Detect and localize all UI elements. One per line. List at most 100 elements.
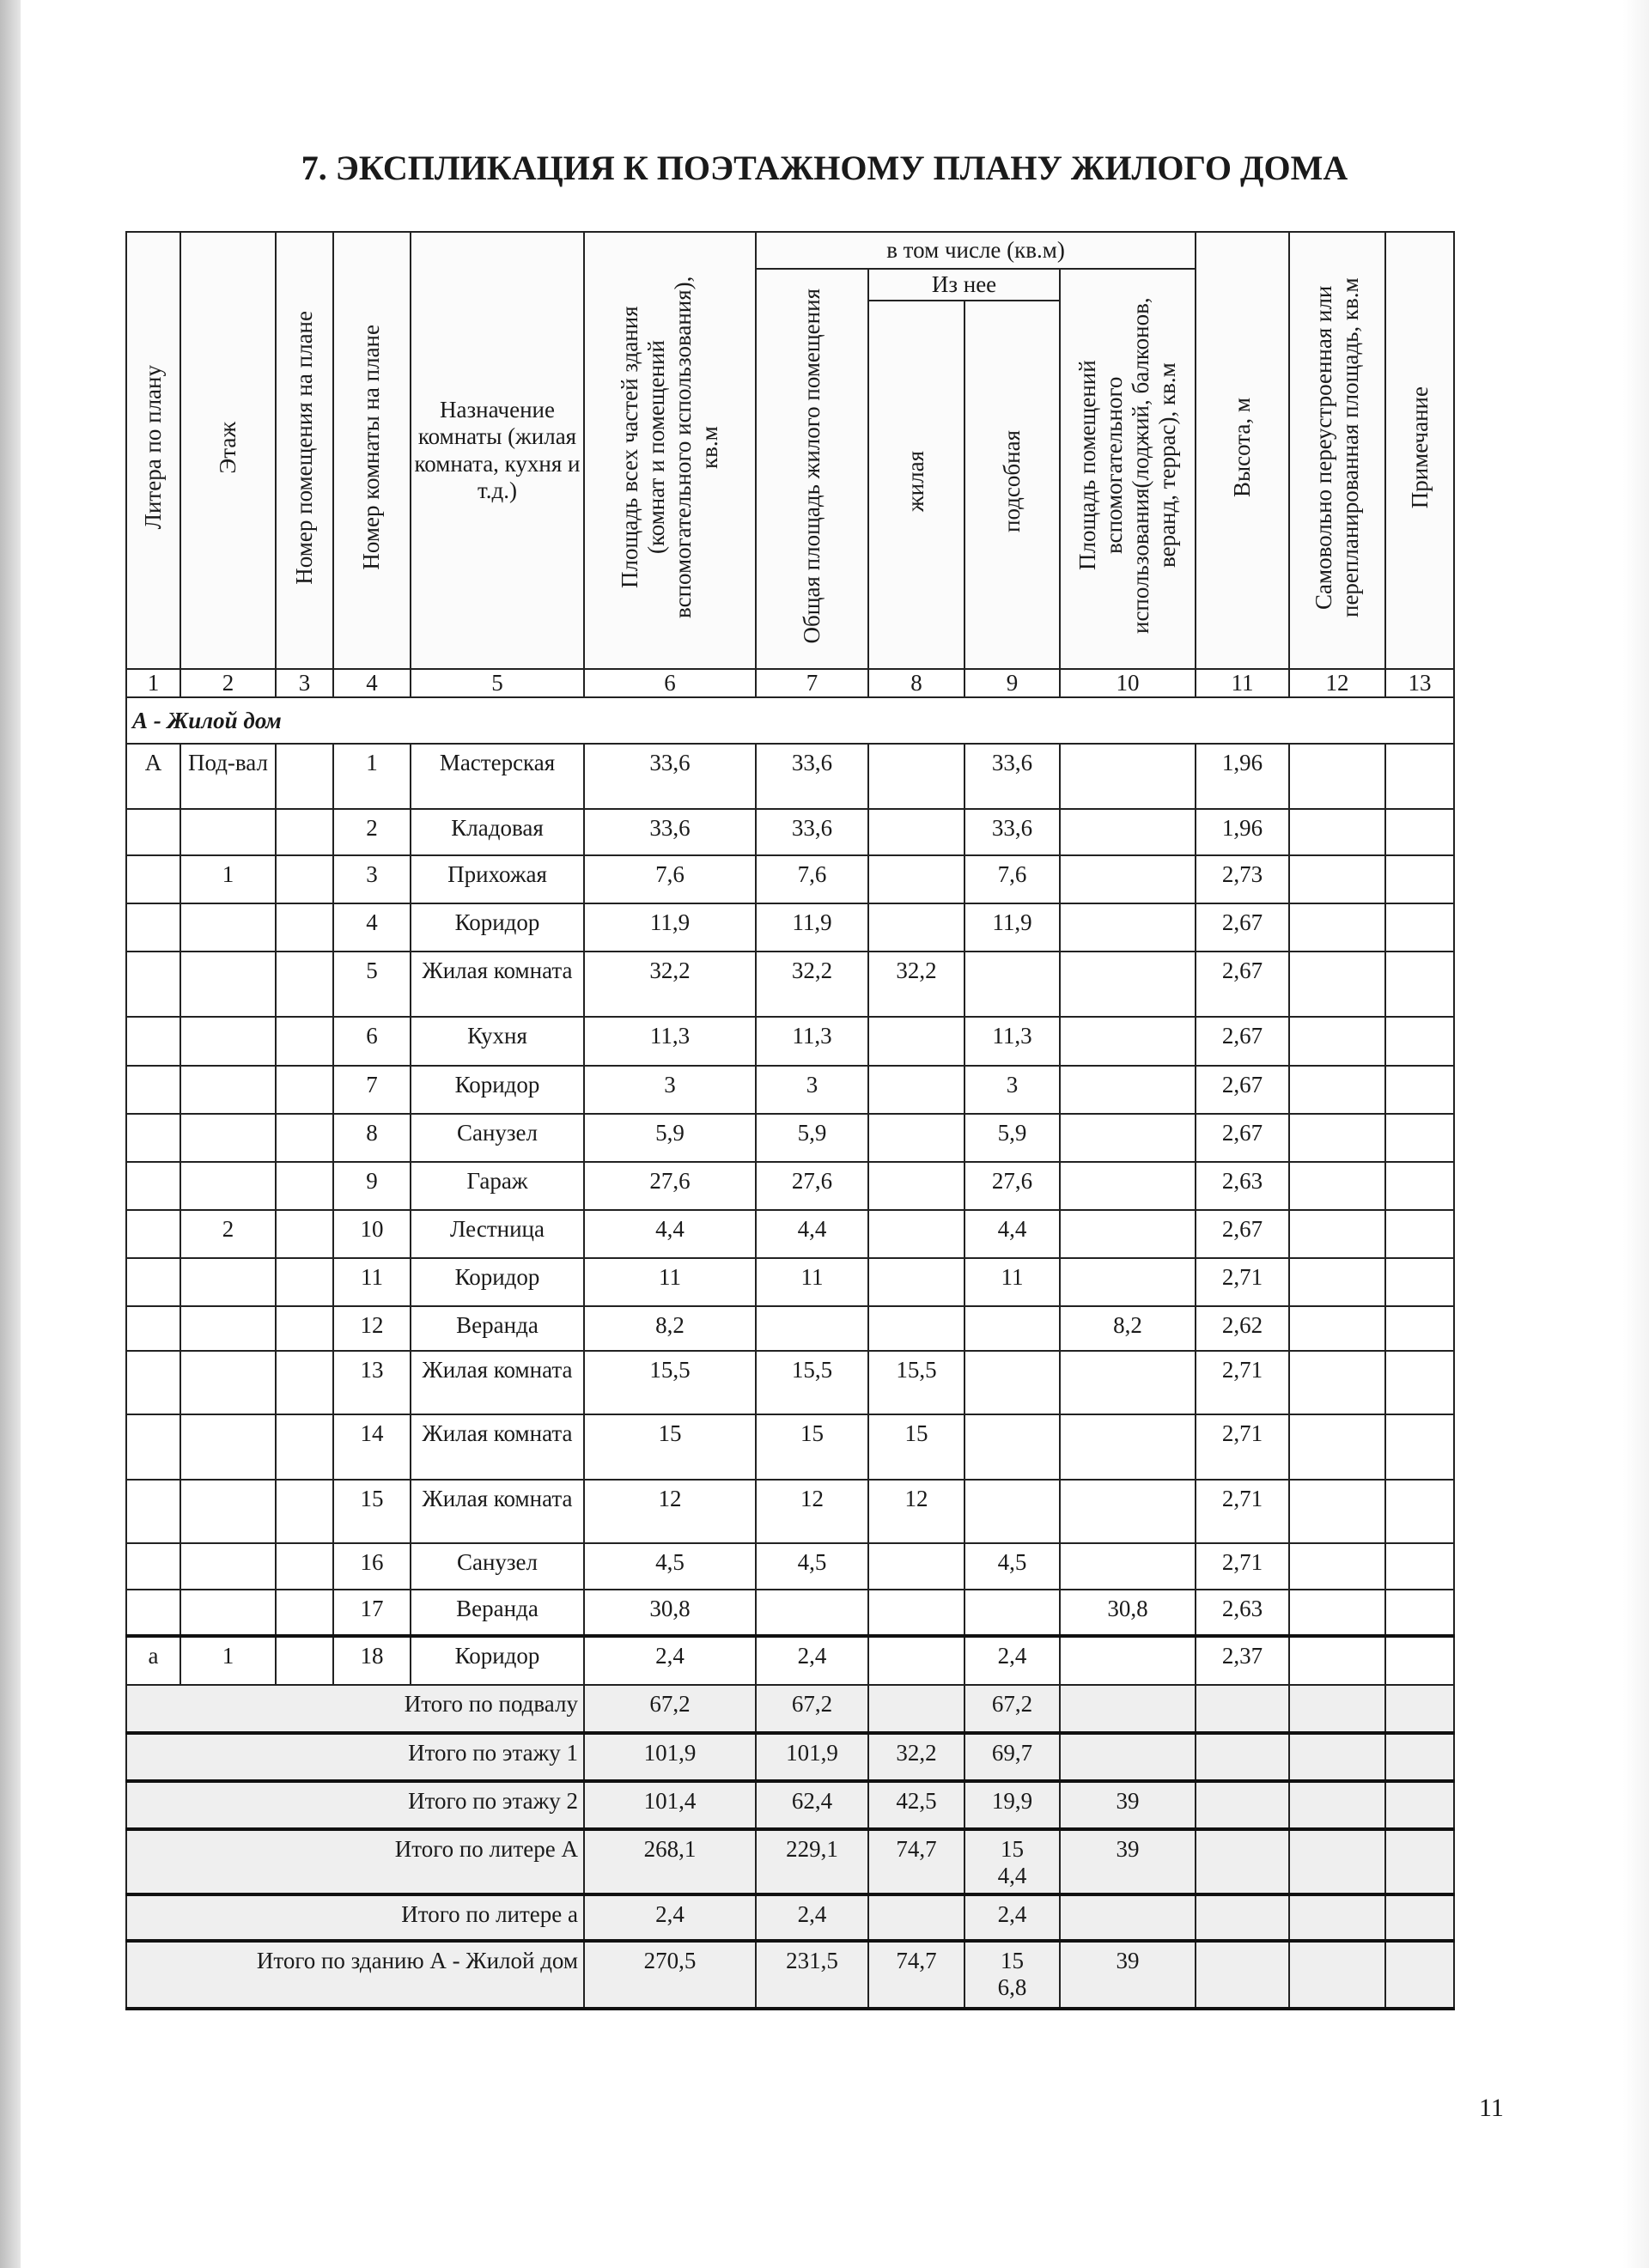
section-title: А - Жилой дом [125,696,1456,745]
scan-right-edge [1623,0,1649,2268]
cell-floor: Под-вал [180,743,277,811]
cell-utility-area [964,1305,1061,1353]
cell-auxiliary-area [1058,1016,1197,1067]
total-living-area: 74,7 [867,1828,965,1897]
header-utility: подсобная [964,300,1061,670]
cell-living-premise-area: 11,9 [755,903,869,953]
cell-living-premise-area [755,1589,869,1639]
cell-total-area: 4,5 [583,1542,757,1591]
cell-floor [180,1113,277,1164]
total-living-premise-area: 229,1 [755,1828,869,1897]
column-number: 5 [410,667,585,699]
cell-room-purpose: Жилая комната [410,951,585,1018]
table-row: 14 Жилая комната 15 15 15 2,71 [125,1414,1456,1481]
cell-floor [180,1305,277,1353]
total-utility-area: 154,4 [964,1828,1061,1897]
column-number: 13 [1384,667,1456,699]
cell-total-area: 7,6 [583,854,757,905]
cell-living-area: 15,5 [867,1350,965,1416]
total-utility-area: 19,9 [964,1780,1061,1832]
total-living-area: 42,5 [867,1780,965,1832]
cell-unauthorized-area [1288,1542,1387,1591]
total-label: Итого по подвалу [125,1684,585,1736]
total-label: Итого по литере а [125,1894,585,1943]
cell-living-area [867,808,965,857]
cell-living-premise-area: 15 [755,1414,869,1481]
cell-room-purpose: Мастерская [410,743,585,811]
cell-unauthorized-area [1288,1350,1387,1416]
table-row: 2 Кладовая 33,6 33,6 33,6 1,96 [125,808,1456,857]
cell-room-number: 8 [332,1113,411,1164]
cell-room-purpose: Кухня [410,1016,585,1067]
cell-room-number: 4 [332,903,411,953]
cell-height: 2,71 [1195,1257,1291,1308]
total-total-area: 101,9 [583,1732,757,1784]
cell-room-purpose: Гараж [410,1161,585,1212]
cell-room-number: 17 [332,1589,411,1639]
cell-floor [180,808,277,857]
cell-auxiliary-area [1058,1542,1197,1591]
cell-floor [180,1257,277,1308]
table-row: 8 Санузел 5,9 5,9 5,9 2,67 [125,1113,1456,1164]
cell-auxiliary-area [1058,1161,1197,1212]
totals-row: Итого по подвалу 67,2 67,2 67,2 [125,1684,1456,1736]
cell-height: 2,71 [1195,1414,1291,1481]
totals-row: Итого по зданию А - Жилой дом 270,5 231,5 7… [125,1940,1456,2011]
cell-auxiliary-area [1058,1113,1197,1164]
cell-height: 2,67 [1195,951,1291,1018]
cell-living-premise-area: 4,5 [755,1542,869,1591]
cell-note [1384,1589,1456,1639]
column-number: 3 [275,667,334,699]
table-row: 2 10 Лестница 4,4 4,4 4,4 2,67 [125,1209,1456,1260]
cell-total-area: 33,6 [583,808,757,857]
cell-living-area: 12 [867,1479,965,1545]
cell-living-premise-area: 11 [755,1257,869,1308]
cell-floor: 2 [180,1209,277,1260]
total-total-area: 101,4 [583,1780,757,1832]
table-row: а 1 18 Коридор 2,4 2,4 2,4 2,37 [125,1635,1456,1687]
cell-utility-area [964,951,1061,1018]
total-utility-area: 69,7 [964,1732,1061,1784]
cell-litera [125,951,181,1018]
cell-room-number: 10 [332,1209,411,1260]
cell-premise-number [275,1257,334,1308]
total-living-area: 74,7 [867,1940,965,2011]
cell-premise-number [275,854,334,905]
cell-unauthorized-area [1288,1161,1387,1212]
cell-note [1384,951,1456,1018]
totals-row: Итого по литере а 2,4 2,4 2,4 [125,1894,1456,1943]
cell-auxiliary-area [1058,1257,1197,1308]
total-living-area [867,1684,965,1736]
total-auxiliary-area [1058,1684,1197,1736]
cell-room-number: 13 [332,1350,411,1416]
total-living-area: 32,2 [867,1732,965,1784]
total-auxiliary-area [1058,1732,1197,1784]
cell-premise-number [275,1113,334,1164]
column-number: 12 [1288,667,1387,699]
total-total-area: 268,1 [583,1828,757,1897]
total-label: Итого по этажу 2 [125,1780,585,1832]
table-row: А Под-вал 1 Мастерская 33,6 33,6 33,6 1,96 [125,743,1456,811]
cell-note [1384,1479,1456,1545]
cell-living-area [867,1113,965,1164]
column-number: 4 [332,667,411,699]
cell-height: 2,37 [1195,1635,1291,1687]
cell-total-area: 5,9 [583,1113,757,1164]
table-row: 15 Жилая комната 12 12 12 2,71 [125,1479,1456,1545]
cell-litera: А [125,743,181,811]
total-living-premise-area: 2,4 [755,1894,869,1943]
cell-utility-area [964,1350,1061,1416]
cell-premise-number [275,1350,334,1416]
cell-living-premise-area: 7,6 [755,854,869,905]
column-number: 2 [180,667,277,699]
cell-total-area: 27,6 [583,1161,757,1212]
cell-living-area [867,1016,965,1067]
cell-premise-number [275,808,334,857]
cell-height: 2,71 [1195,1542,1291,1591]
total-note [1384,1780,1456,1832]
total-unauthorized-area [1288,1828,1387,1897]
cell-unauthorized-area [1288,1414,1387,1481]
cell-room-number: 18 [332,1635,411,1687]
cell-unauthorized-area [1288,1635,1387,1687]
cell-litera [125,1589,181,1639]
